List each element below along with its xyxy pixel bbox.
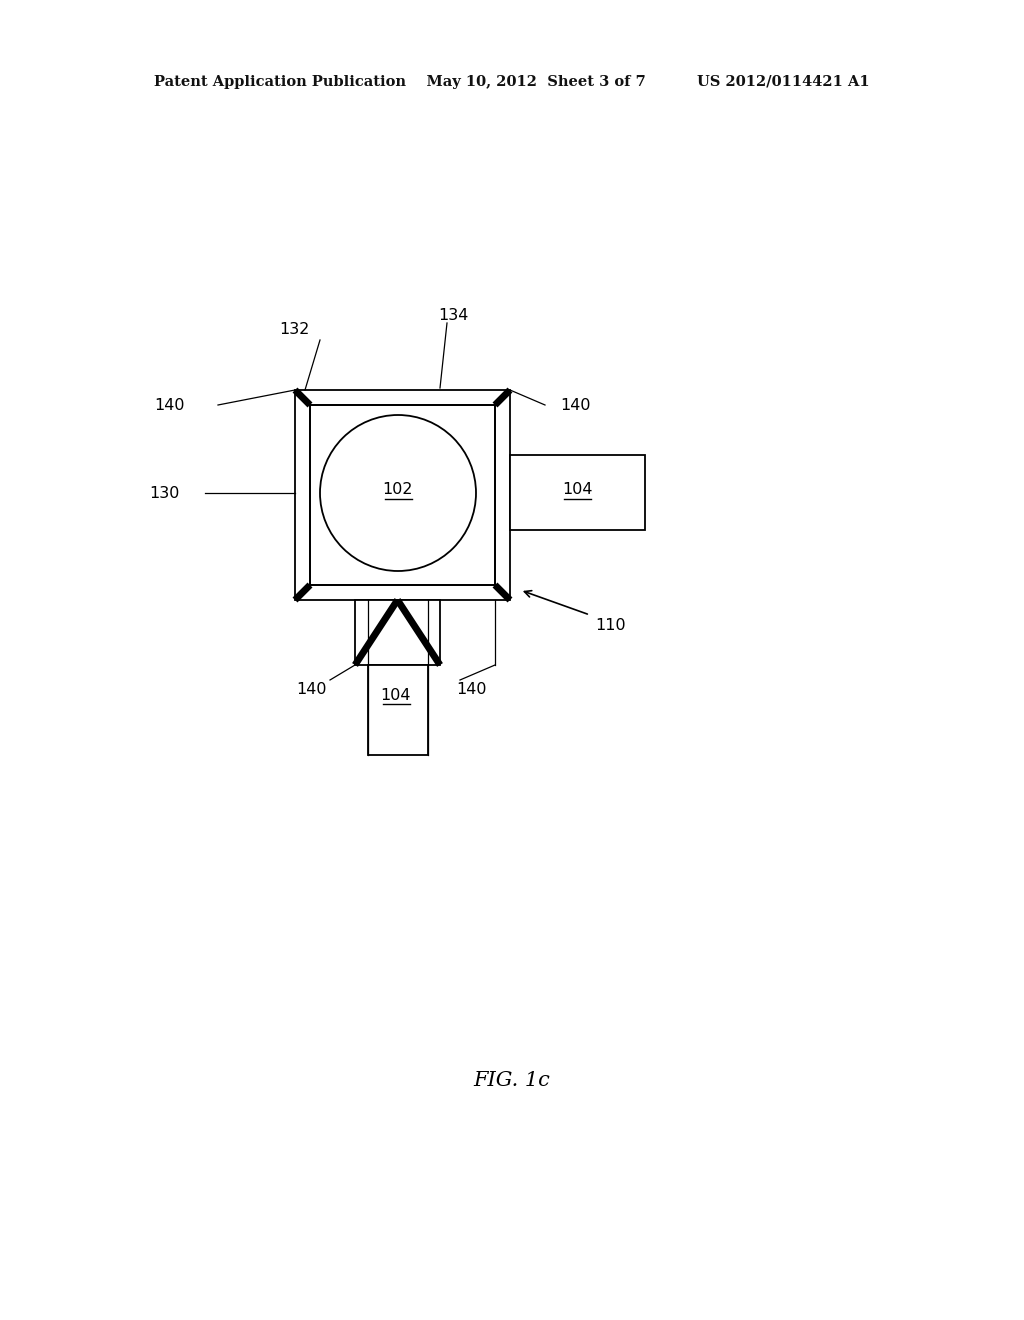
Bar	[295, 389, 510, 601]
Text: 104: 104	[381, 688, 412, 702]
Bar	[510, 455, 645, 531]
Bar	[355, 601, 440, 665]
Bar	[310, 405, 495, 585]
Text: 134: 134	[438, 308, 468, 322]
Bar	[310, 405, 495, 585]
Text: 110: 110	[595, 618, 626, 632]
Text: Patent Application Publication    May 10, 2012  Sheet 3 of 7          US 2012/01: Patent Application Publication May 10, 2…	[155, 75, 869, 88]
Circle shape	[319, 414, 476, 572]
Text: FIG. 1c: FIG. 1c	[473, 1071, 551, 1089]
Bar	[368, 665, 428, 755]
Text: 140: 140	[155, 397, 185, 412]
Text: 130: 130	[150, 486, 180, 500]
Text: 140: 140	[297, 682, 328, 697]
Text: 102: 102	[383, 483, 414, 498]
Text: 104: 104	[562, 483, 592, 498]
Text: 140: 140	[457, 682, 487, 697]
Text: 132: 132	[280, 322, 310, 338]
Text: 140: 140	[560, 397, 591, 412]
